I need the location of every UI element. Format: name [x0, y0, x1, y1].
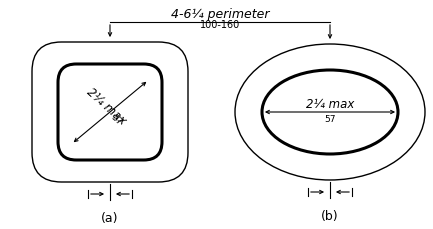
Text: 57: 57	[324, 114, 336, 123]
Ellipse shape	[262, 70, 398, 154]
FancyBboxPatch shape	[32, 42, 188, 182]
Text: 2¼ max: 2¼ max	[84, 86, 128, 128]
Ellipse shape	[235, 44, 425, 180]
Text: 100-160: 100-160	[200, 20, 240, 30]
Text: (b): (b)	[321, 210, 339, 223]
Text: 2¼ max: 2¼ max	[306, 98, 354, 112]
Text: 4-6¼ perimeter: 4-6¼ perimeter	[171, 8, 269, 21]
Text: 57: 57	[109, 113, 123, 127]
Text: (a): (a)	[101, 212, 119, 225]
FancyBboxPatch shape	[58, 64, 162, 160]
